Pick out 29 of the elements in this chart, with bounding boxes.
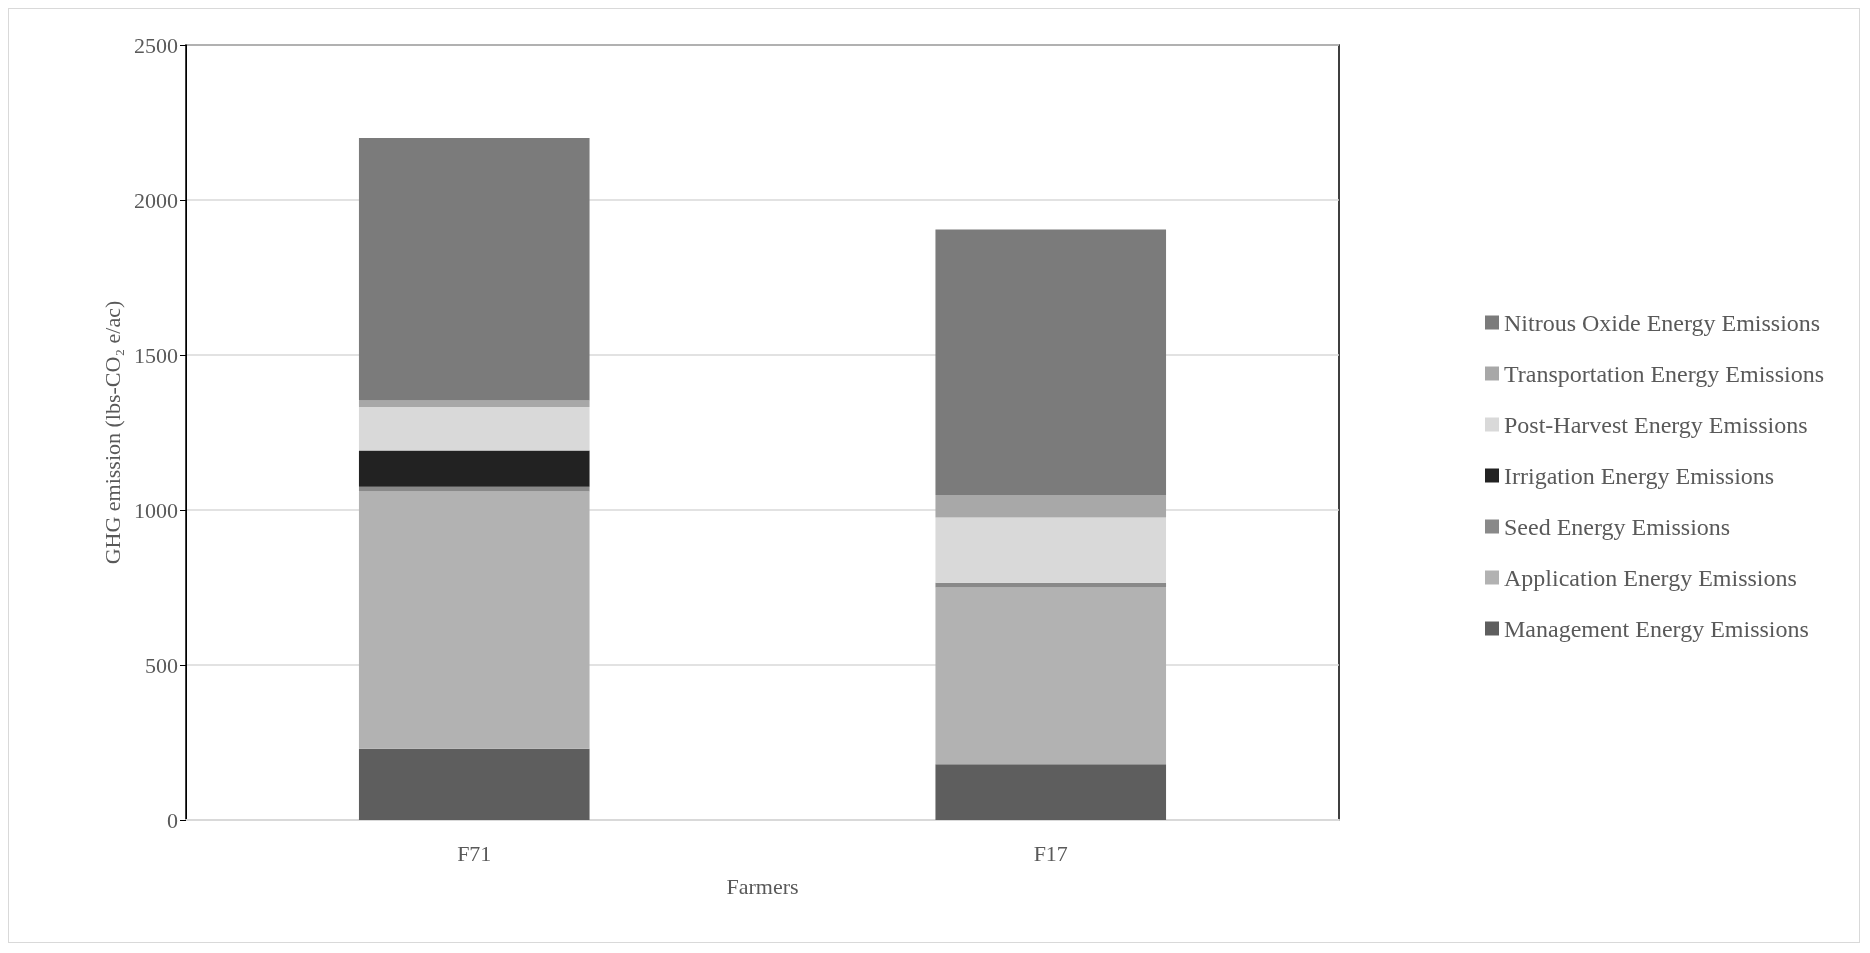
bar — [935, 495, 1167, 518]
bar — [358, 407, 590, 451]
y-tick-label: 1500 — [134, 342, 178, 368]
bar — [358, 491, 590, 749]
legend-label: Management Energy Emissions — [1504, 615, 1809, 642]
legend-label: Post-Harvest Energy Emissions — [1504, 411, 1808, 438]
y-axis-title: GHG emission (lbs-CO₂ e/ac) — [99, 300, 125, 565]
y-tick-label: 1000 — [134, 497, 178, 523]
legend-label: Irrigation Energy Emissions — [1504, 462, 1775, 489]
legend-label: Transportation Energy Emissions — [1504, 360, 1825, 387]
bar — [935, 582, 1167, 588]
bar — [358, 748, 590, 820]
bar — [358, 400, 590, 408]
y-tick-label: 2500 — [134, 32, 178, 58]
bar — [935, 517, 1167, 583]
legend-label: Seed Energy Emissions — [1504, 513, 1731, 540]
x-tick-label: F17 — [1033, 840, 1068, 866]
legend-label: Nitrous Oxide Energy Emissions — [1504, 309, 1821, 336]
bar — [935, 764, 1167, 820]
x-tick-label: F71 — [457, 840, 492, 866]
y-tick-label: 0 — [167, 807, 178, 833]
bar — [935, 229, 1167, 496]
bar — [935, 587, 1167, 765]
legend-label: Application Energy Emissions — [1504, 564, 1797, 591]
y-tick-label: 2000 — [134, 187, 178, 213]
bar — [358, 450, 590, 487]
bar — [358, 138, 590, 401]
x-axis-title: Farmers — [726, 873, 799, 899]
y-tick-label: 500 — [145, 652, 178, 678]
